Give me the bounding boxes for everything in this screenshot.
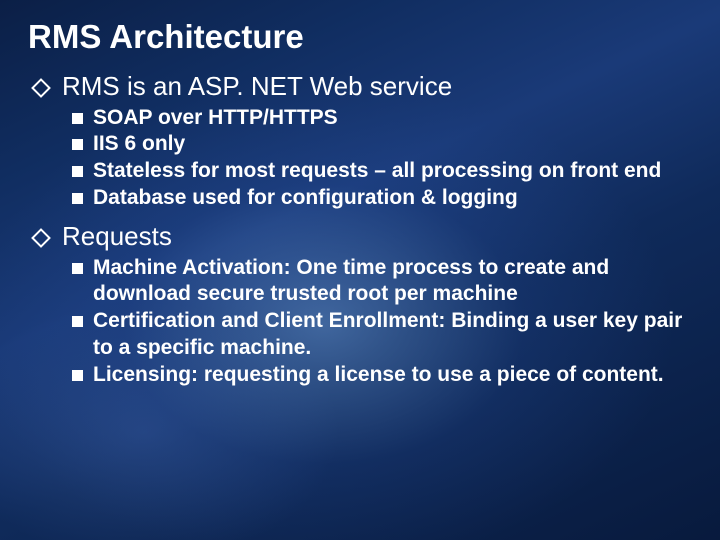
list-item: Licensing: requesting a license to use a…	[72, 362, 692, 389]
section-heading-row: RMS is an ASP. NET Web service	[34, 70, 692, 103]
section-heading: Requests	[62, 220, 172, 253]
list-item: SOAP over HTTP/HTTPS	[72, 105, 692, 132]
square-bullet-icon	[72, 113, 83, 124]
square-bullet-icon	[72, 263, 83, 274]
list-item: Database used for configuration & loggin…	[72, 185, 692, 212]
list-item-text: Licensing: requesting a license to use a…	[93, 362, 664, 389]
list-item-text: IIS 6 only	[93, 131, 185, 158]
section-heading-row: Requests	[34, 220, 692, 253]
diamond-bullet-icon	[31, 228, 51, 248]
square-bullet-icon	[72, 139, 83, 150]
square-bullet-icon	[72, 193, 83, 204]
slide: RMS Architecture RMS is an ASP. NET Web …	[0, 0, 720, 540]
square-bullet-icon	[72, 316, 83, 327]
list-item-text: Stateless for most requests – all proces…	[93, 158, 661, 185]
section-heading: RMS is an ASP. NET Web service	[62, 70, 452, 103]
list-item-text: Database used for configuration & loggin…	[93, 185, 518, 212]
square-bullet-icon	[72, 166, 83, 177]
list-item: Stateless for most requests – all proces…	[72, 158, 692, 185]
slide-title: RMS Architecture	[28, 18, 692, 56]
square-bullet-icon	[72, 370, 83, 381]
section-items: Machine Activation: One time process to …	[72, 255, 692, 389]
list-item: IIS 6 only	[72, 131, 692, 158]
list-item: Certification and Client Enrollment: Bin…	[72, 308, 692, 362]
diamond-bullet-icon	[31, 78, 51, 98]
list-item-text: Certification and Client Enrollment: Bin…	[93, 308, 692, 362]
list-item-text: SOAP over HTTP/HTTPS	[93, 105, 338, 132]
list-item: Machine Activation: One time process to …	[72, 255, 692, 309]
section-items: SOAP over HTTP/HTTPS IIS 6 only Stateles…	[72, 105, 692, 213]
list-item-text: Machine Activation: One time process to …	[93, 255, 692, 309]
